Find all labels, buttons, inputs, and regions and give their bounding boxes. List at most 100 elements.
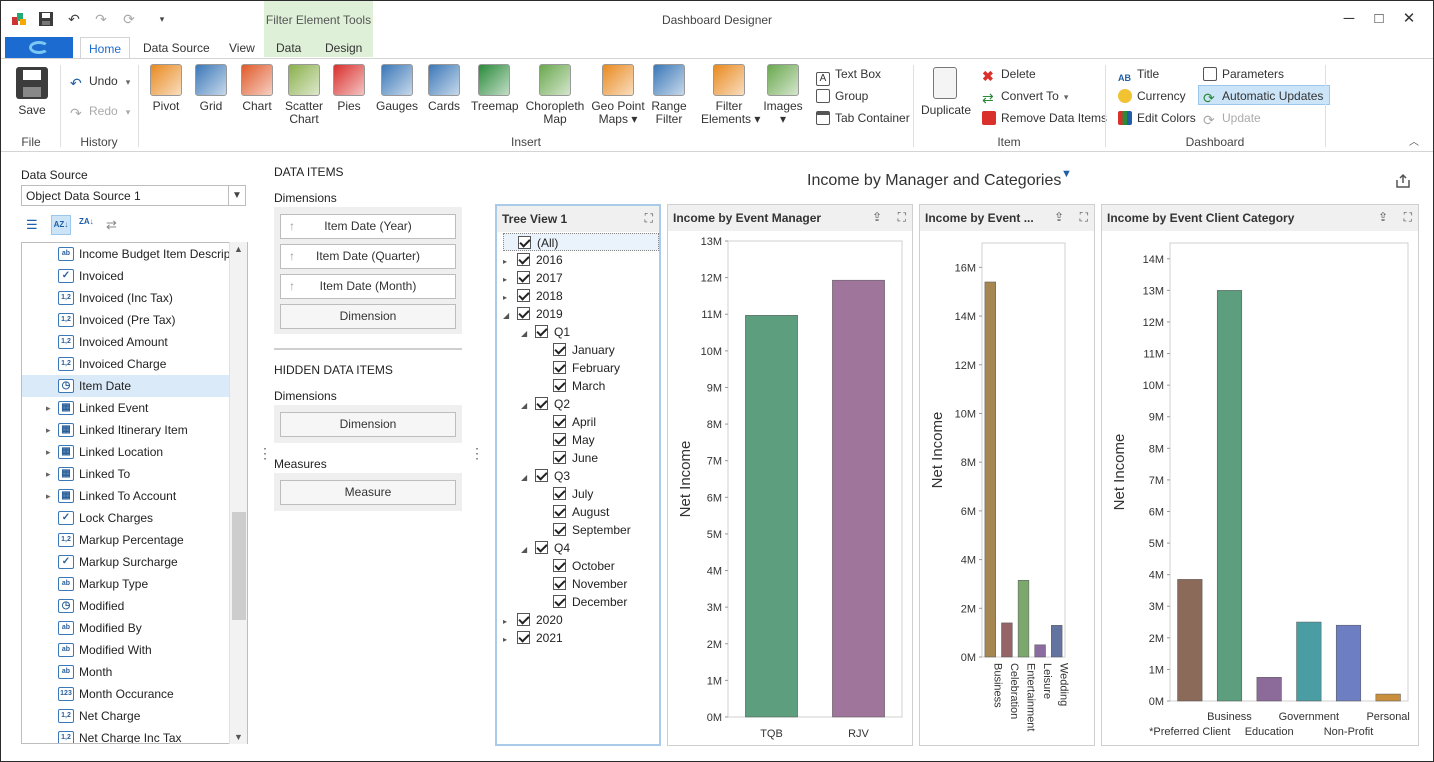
checkbox-checked-icon[interactable] xyxy=(553,523,566,536)
text-box-button[interactable]: A Text Box xyxy=(816,64,881,86)
remove-data-items-button[interactable]: Remove Data Items xyxy=(982,108,1107,128)
group-by-type-icon[interactable]: ☰ xyxy=(26,217,38,232)
tree-item[interactable]: ◢ Q2 xyxy=(521,395,570,413)
field-item[interactable]: ab Markup Type xyxy=(22,573,232,595)
automatic-updates-button[interactable]: ⟳ Automatic Updates xyxy=(1198,85,1331,105)
hidden-dimension-placeholder[interactable]: Dimension xyxy=(280,412,456,437)
expand-arrow-icon[interactable]: ▸ xyxy=(46,447,51,457)
field-item[interactable]: ab Income Budget Item Descript... xyxy=(22,243,244,265)
maximize-panel-icon[interactable]: ⛶ xyxy=(644,211,653,225)
field-list-scrollbar[interactable]: ▲ ▼ xyxy=(229,242,247,744)
expand-arrow-icon[interactable]: ▸ xyxy=(46,403,51,413)
minimize-button[interactable]: ─ xyxy=(1343,10,1355,27)
tree-item[interactable]: ▸ 2017 xyxy=(503,269,563,287)
field-item[interactable]: ab Modified By xyxy=(22,617,232,639)
field-item[interactable]: 1,2 Invoiced Amount xyxy=(22,331,232,353)
tree-view-panel[interactable]: Tree View 1 ⛶ (All) ▸ 2016 ▸ 2017 ▸ 2018 ◢ 2019 ◢… xyxy=(495,204,661,746)
expand-arrow-icon[interactable]: ▸ xyxy=(46,491,51,501)
tree-item[interactable]: ▸ 2021 xyxy=(503,629,563,647)
collapse-arrow-icon[interactable]: ◢ xyxy=(503,311,510,320)
close-button[interactable]: ✕ xyxy=(1402,10,1416,27)
export-icon[interactable] xyxy=(1395,173,1411,189)
insert-gauges-button[interactable]: Gauges xyxy=(374,64,420,113)
client-chart-panel[interactable]: Income by Event Client Category ⇪ ⛶ 0M 1M… xyxy=(1101,204,1419,746)
measure-placeholder[interactable]: Measure xyxy=(280,480,456,505)
dimension-item-month[interactable]: ↑ Item Date (Month) xyxy=(280,274,456,299)
insert-cards-button[interactable]: Cards xyxy=(424,64,464,113)
scroll-up-icon[interactable]: ▲ xyxy=(234,244,243,254)
field-item[interactable]: 123 Month Occurance xyxy=(22,683,232,705)
sort-descending-icon[interactable]: ZA↓ xyxy=(79,217,94,226)
field-item[interactable]: ✓ Invoiced xyxy=(22,265,232,287)
splitter-handle[interactable]: ⋮ xyxy=(258,445,272,461)
checkbox-checked-icon[interactable] xyxy=(553,343,566,356)
field-item[interactable]: ab Month xyxy=(22,661,232,683)
tree-item[interactable]: November xyxy=(539,575,627,593)
checkbox-checked-icon[interactable] xyxy=(553,361,566,374)
tree-item[interactable]: April xyxy=(539,413,596,431)
insert-grid-button[interactable]: Grid xyxy=(194,64,228,113)
collapse-arrow-icon[interactable]: ◢ xyxy=(521,545,528,554)
redo-button[interactable]: ↷ Redo ▾ xyxy=(70,101,130,121)
customize-qat-icon[interactable]: ▾ xyxy=(159,14,165,24)
expand-arrow-icon[interactable]: ▸ xyxy=(46,469,51,479)
tree-item[interactable]: June xyxy=(539,449,598,467)
tree-item[interactable]: March xyxy=(539,377,605,395)
tab-design[interactable]: Design xyxy=(325,41,363,55)
field-item[interactable]: 1,2 Net Charge xyxy=(22,705,232,727)
insert-geo-point-button[interactable]: Geo Point Maps ▾ xyxy=(590,64,646,126)
tab-data[interactable]: Data xyxy=(276,41,302,55)
tree-item[interactable]: (All) xyxy=(503,233,659,251)
maximize-panel-icon[interactable]: ⛶ xyxy=(897,210,906,224)
tree-item[interactable]: ▸ 2016 xyxy=(503,251,563,269)
dimension-item-quarter[interactable]: ↑ Item Date (Quarter) xyxy=(280,244,456,269)
tab-home[interactable]: Home xyxy=(80,37,131,59)
checkbox-checked-icon[interactable] xyxy=(517,613,530,626)
group-button[interactable]: Group xyxy=(816,86,868,106)
checkbox-checked-icon[interactable] xyxy=(553,595,566,608)
tree-item[interactable]: January xyxy=(539,341,615,359)
checkbox-checked-icon[interactable] xyxy=(535,397,548,410)
tab-data-source[interactable]: Data Source xyxy=(143,41,210,55)
checkbox-checked-icon[interactable] xyxy=(535,541,548,554)
field-item[interactable]: ▸ ▦ Linked To xyxy=(22,463,232,485)
convert-to-button[interactable]: ⇄ Convert To ▾ xyxy=(982,86,1068,106)
tree-item[interactable]: ◢ Q4 xyxy=(521,539,570,557)
manager-chart-panel[interactable]: Income by Event Manager ⇪ ⛶ 0M 1M 2M 3M 4M 5M… xyxy=(667,204,913,746)
collapse-arrow-icon[interactable]: ◢ xyxy=(521,473,528,482)
field-item[interactable]: 1,2 Net Charge Inc Tax xyxy=(22,727,232,743)
checkbox-checked-icon[interactable] xyxy=(517,631,530,644)
tree-item[interactable]: July xyxy=(539,485,593,503)
checkbox-checked-icon[interactable] xyxy=(553,559,566,572)
duplicate-button[interactable]: Duplicate xyxy=(921,67,971,117)
tree-item[interactable]: October xyxy=(539,557,615,575)
dimension-item-year[interactable]: ↑ Item Date (Year) xyxy=(280,214,456,239)
insert-chart-button[interactable]: Chart xyxy=(239,64,275,113)
save-icon[interactable] xyxy=(38,11,54,27)
scrollbar-thumb[interactable] xyxy=(232,512,246,620)
export-panel-icon[interactable]: ⇪ xyxy=(1053,210,1064,224)
field-item[interactable]: ✓ Markup Surcharge xyxy=(22,551,232,573)
checkbox-checked-icon[interactable] xyxy=(553,433,566,446)
field-item[interactable]: 1,2 Invoiced (Inc Tax) xyxy=(22,287,232,309)
field-item[interactable]: 1,2 Invoiced Charge xyxy=(22,353,232,375)
tab-view[interactable]: View xyxy=(229,41,255,55)
insert-filter-button[interactable]: Filter Elements ▾ xyxy=(701,64,760,126)
tree-item[interactable]: September xyxy=(539,521,631,539)
checkbox-checked-icon[interactable] xyxy=(553,415,566,428)
field-item[interactable]: ◷ Item Date xyxy=(22,375,232,397)
event-chart-panel[interactable]: Income by Event ... ⇪ ⛶ 0M 2M 4M 6M 8M 10M 12M… xyxy=(919,204,1095,746)
splitter-handle[interactable]: ⋮ xyxy=(470,445,484,461)
tree-item[interactable]: December xyxy=(539,593,627,611)
undo-icon[interactable]: ↶ xyxy=(68,11,80,27)
expand-arrow-icon[interactable]: ▸ xyxy=(46,425,51,435)
export-panel-icon[interactable]: ⇪ xyxy=(871,210,882,224)
field-item[interactable]: ✓ Lock Charges xyxy=(22,507,232,529)
insert-treemap-button[interactable]: Treemap xyxy=(471,64,519,113)
collapse-ribbon-icon[interactable]: ︿ xyxy=(1409,137,1419,148)
checkbox-checked-icon[interactable] xyxy=(517,253,530,266)
checkbox-checked-icon[interactable] xyxy=(553,505,566,518)
delete-button[interactable]: ✖ Delete xyxy=(982,64,1036,84)
field-item[interactable]: ▸ ▦ Linked Itinerary Item xyxy=(22,419,232,441)
checkbox-checked-icon[interactable] xyxy=(553,487,566,500)
